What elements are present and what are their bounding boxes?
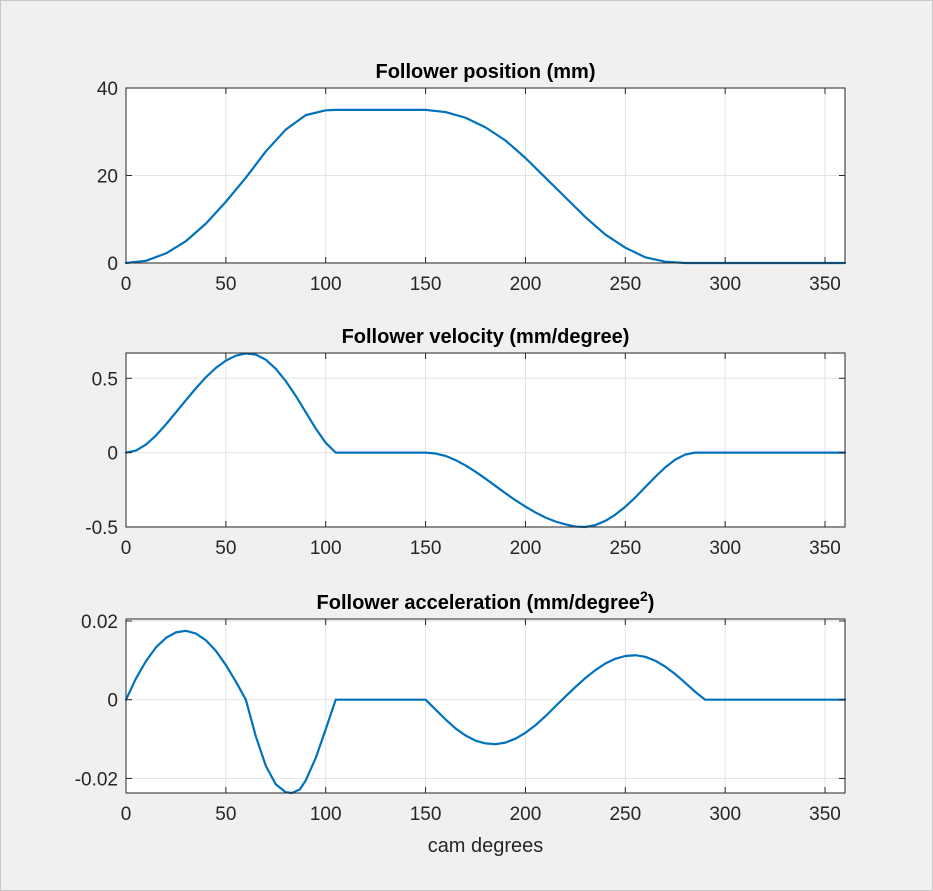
x-tick-label: 150 xyxy=(410,804,442,825)
y-tick-label: 0 xyxy=(107,254,118,275)
series-line xyxy=(124,352,847,529)
plot-title: Follower velocity (mm/degree) xyxy=(342,326,630,348)
x-tick-label: 200 xyxy=(510,538,542,559)
series-line xyxy=(124,629,847,795)
x-tick-label: 100 xyxy=(310,538,342,559)
x-tick-label: 300 xyxy=(709,538,741,559)
x-tick-label: 50 xyxy=(215,804,236,825)
x-tick-label: 0 xyxy=(121,804,132,825)
x-tick-label: 200 xyxy=(510,804,542,825)
x-axis-label: cam degrees xyxy=(428,835,544,857)
x-tick-label: 350 xyxy=(809,538,841,559)
x-tick-label: 100 xyxy=(310,804,342,825)
y-tick-label: -0.02 xyxy=(75,769,118,790)
axes-box xyxy=(125,352,846,528)
x-tick-label: 0 xyxy=(121,274,132,295)
x-tick-label: 250 xyxy=(609,804,641,825)
y-tick-label: 0 xyxy=(107,444,118,465)
x-tick-label: 50 xyxy=(215,538,236,559)
x-tick-label: 250 xyxy=(609,538,641,559)
axes-3: 0 50 100 150 200 250 300 350-0.0200.02Follower … xyxy=(75,588,847,857)
x-tick-label: 0 xyxy=(121,538,132,559)
axes-box xyxy=(125,618,846,794)
axes-1: 0 50 100 150 200 250 300 350 0 20 40 Follower posit… xyxy=(97,61,847,295)
x-tick-label: 350 xyxy=(809,804,841,825)
plot-area xyxy=(126,353,845,527)
x-tick-label: 150 xyxy=(410,538,442,559)
x-tick-label: 300 xyxy=(709,804,741,825)
x-tick-label: 250 xyxy=(609,274,641,295)
y-tick-label: -0.5 xyxy=(85,518,118,539)
x-tick-label: 100 xyxy=(310,274,342,295)
y-tick-label: 20 xyxy=(97,167,118,188)
x-tick-label: 300 xyxy=(709,274,741,295)
x-tick-label: 50 xyxy=(215,274,236,295)
x-tick-label: 150 xyxy=(410,274,442,295)
y-tick-label: 40 xyxy=(97,79,118,100)
plot-area xyxy=(126,619,845,793)
y-tick-label: 0.02 xyxy=(81,612,118,633)
y-tick-label: 0 xyxy=(107,691,118,712)
x-tick-label: 200 xyxy=(510,274,542,295)
plot-title: Follower acceleration (mm/degree2) xyxy=(317,588,655,614)
y-tick-label: 0.5 xyxy=(92,369,118,390)
plot-title: Follower position (mm) xyxy=(376,61,596,83)
x-tick-label: 350 xyxy=(809,274,841,295)
